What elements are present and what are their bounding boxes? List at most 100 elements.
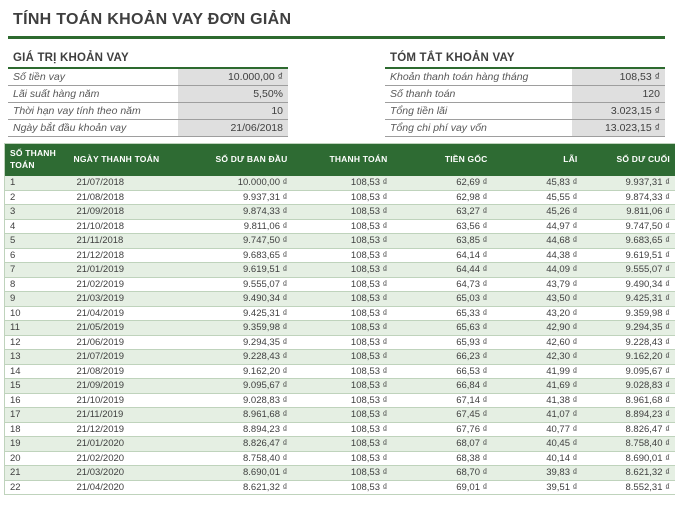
payment-number-cell[interactable]: 10 xyxy=(4,306,61,321)
principal-cell[interactable]: 68,70 ₫ xyxy=(392,465,493,481)
payment-date-cell[interactable]: 21/07/2019 xyxy=(60,349,178,365)
principal-cell[interactable]: 63,85 ₫ xyxy=(392,233,493,249)
interest-cell[interactable]: 39,51 ₫ xyxy=(492,480,583,495)
ending-balance-cell[interactable]: 9.619,51 ₫ xyxy=(582,248,675,263)
principal-cell[interactable]: 63,56 ₫ xyxy=(392,219,493,234)
principal-cell[interactable]: 62,98 ₫ xyxy=(392,190,493,205)
interest-cell[interactable]: 42,30 ₫ xyxy=(492,349,583,365)
principal-cell[interactable]: 68,38 ₫ xyxy=(392,451,493,466)
payment-date-cell[interactable]: 21/11/2019 xyxy=(60,407,178,423)
ending-balance-cell[interactable]: 8.621,32 ₫ xyxy=(582,465,675,481)
beginning-balance-cell[interactable]: 8.621,32 ₫ xyxy=(177,480,293,495)
ending-balance-cell[interactable]: 9.162,20 ₫ xyxy=(582,349,675,365)
payment-cell[interactable]: 108,53 ₫ xyxy=(292,480,393,495)
beginning-balance-cell[interactable]: 9.359,98 ₫ xyxy=(177,320,293,336)
interest-cell[interactable]: 42,60 ₫ xyxy=(492,335,583,350)
principal-cell[interactable]: 66,53 ₫ xyxy=(392,364,493,379)
payment-number-cell[interactable]: 2 xyxy=(4,190,61,205)
beginning-balance-cell[interactable]: 9.811,06 ₫ xyxy=(177,219,293,234)
payment-number-cell[interactable]: 4 xyxy=(4,219,61,234)
annual-rate-cell[interactable]: 5,50% xyxy=(178,86,288,102)
principal-cell[interactable]: 66,84 ₫ xyxy=(392,378,493,394)
payment-number-cell[interactable]: 9 xyxy=(4,291,61,307)
principal-cell[interactable]: 65,33 ₫ xyxy=(392,306,493,321)
beginning-balance-cell[interactable]: 9.425,31 ₫ xyxy=(177,306,293,321)
payment-date-cell[interactable]: 21/01/2020 xyxy=(60,436,178,452)
payment-cell[interactable]: 108,53 ₫ xyxy=(292,291,393,307)
beginning-balance-cell[interactable]: 9.294,35 ₫ xyxy=(177,335,293,350)
interest-cell[interactable]: 45,26 ₫ xyxy=(492,204,583,220)
payment-cell[interactable]: 108,53 ₫ xyxy=(292,465,393,481)
payment-number-cell[interactable]: 1 xyxy=(4,175,61,191)
ending-balance-cell[interactable]: 8.894,23 ₫ xyxy=(582,407,675,423)
principal-cell[interactable]: 64,73 ₫ xyxy=(392,277,493,292)
beginning-balance-cell[interactable]: 9.162,20 ₫ xyxy=(177,364,293,379)
payment-date-cell[interactable]: 21/05/2019 xyxy=(60,320,178,336)
ending-balance-cell[interactable]: 9.490,34 ₫ xyxy=(582,277,675,292)
ending-balance-cell[interactable]: 9.294,35 ₫ xyxy=(582,320,675,336)
principal-cell[interactable]: 67,14 ₫ xyxy=(392,393,493,408)
payment-cell[interactable]: 108,53 ₫ xyxy=(292,422,393,437)
ending-balance-cell[interactable]: 8.961,68 ₫ xyxy=(582,393,675,408)
interest-cell[interactable]: 41,99 ₫ xyxy=(492,364,583,379)
beginning-balance-cell[interactable]: 9.028,83 ₫ xyxy=(177,393,293,408)
interest-cell[interactable]: 41,69 ₫ xyxy=(492,378,583,394)
payment-number-cell[interactable]: 11 xyxy=(4,320,61,336)
payment-date-cell[interactable]: 21/10/2018 xyxy=(60,219,178,234)
interest-cell[interactable]: 43,20 ₫ xyxy=(492,306,583,321)
beginning-balance-cell[interactable]: 8.894,23 ₫ xyxy=(177,422,293,437)
interest-cell[interactable]: 43,50 ₫ xyxy=(492,291,583,307)
payment-cell[interactable]: 108,53 ₫ xyxy=(292,248,393,263)
payment-date-cell[interactable]: 21/12/2019 xyxy=(60,422,178,437)
ending-balance-cell[interactable]: 8.758,40 ₫ xyxy=(582,436,675,452)
payment-date-cell[interactable]: 21/09/2019 xyxy=(60,378,178,394)
payment-cell[interactable]: 108,53 ₫ xyxy=(292,233,393,249)
interest-cell[interactable]: 40,77 ₫ xyxy=(492,422,583,437)
payment-cell[interactable]: 108,53 ₫ xyxy=(292,407,393,423)
payment-date-cell[interactable]: 21/10/2019 xyxy=(60,393,178,408)
payment-cell[interactable]: 108,53 ₫ xyxy=(292,436,393,452)
interest-cell[interactable]: 44,97 ₫ xyxy=(492,219,583,234)
interest-cell[interactable]: 39,83 ₫ xyxy=(492,465,583,481)
beginning-balance-cell[interactable]: 8.961,68 ₫ xyxy=(177,407,293,423)
principal-cell[interactable]: 64,44 ₫ xyxy=(392,262,493,278)
start-date-cell[interactable]: 21/06/2018 xyxy=(178,120,288,136)
payment-number-cell[interactable]: 21 xyxy=(4,465,61,481)
interest-cell[interactable]: 40,14 ₫ xyxy=(492,451,583,466)
ending-balance-cell[interactable]: 9.359,98 ₫ xyxy=(582,306,675,321)
ending-balance-cell[interactable]: 9.095,67 ₫ xyxy=(582,364,675,379)
payment-date-cell[interactable]: 21/07/2018 xyxy=(60,175,178,191)
payment-number-cell[interactable]: 16 xyxy=(4,393,61,408)
beginning-balance-cell[interactable]: 8.690,01 ₫ xyxy=(177,465,293,481)
payment-cell[interactable]: 108,53 ₫ xyxy=(292,306,393,321)
beginning-balance-cell[interactable]: 9.683,65 ₫ xyxy=(177,248,293,263)
principal-cell[interactable]: 62,69 ₫ xyxy=(392,175,493,191)
payment-number-cell[interactable]: 6 xyxy=(4,248,61,263)
payment-date-cell[interactable]: 21/03/2020 xyxy=(60,465,178,481)
beginning-balance-cell[interactable]: 9.747,50 ₫ xyxy=(177,233,293,249)
beginning-balance-cell[interactable]: 9.555,07 ₫ xyxy=(177,277,293,292)
payment-cell[interactable]: 108,53 ₫ xyxy=(292,204,393,220)
interest-cell[interactable]: 43,79 ₫ xyxy=(492,277,583,292)
payment-cell[interactable]: 108,53 ₫ xyxy=(292,335,393,350)
payment-number-cell[interactable]: 19 xyxy=(4,436,61,452)
payment-date-cell[interactable]: 21/01/2019 xyxy=(60,262,178,278)
principal-cell[interactable]: 63,27 ₫ xyxy=(392,204,493,220)
ending-balance-cell[interactable]: 9.937,31 ₫ xyxy=(582,175,675,191)
beginning-balance-cell[interactable]: 9.228,43 ₫ xyxy=(177,349,293,365)
payment-number-cell[interactable]: 22 xyxy=(4,480,61,495)
interest-cell[interactable]: 41,07 ₫ xyxy=(492,407,583,423)
loan-amount-cell[interactable]: 10.000,00 ₫ xyxy=(178,69,288,85)
payment-cell[interactable]: 108,53 ₫ xyxy=(292,320,393,336)
principal-cell[interactable]: 67,45 ₫ xyxy=(392,407,493,423)
principal-cell[interactable]: 64,14 ₫ xyxy=(392,248,493,263)
interest-cell[interactable]: 44,38 ₫ xyxy=(492,248,583,263)
payment-number-cell[interactable]: 5 xyxy=(4,233,61,249)
beginning-balance-cell[interactable]: 8.826,47 ₫ xyxy=(177,436,293,452)
interest-cell[interactable]: 40,45 ₫ xyxy=(492,436,583,452)
interest-cell[interactable]: 44,68 ₫ xyxy=(492,233,583,249)
payment-date-cell[interactable]: 21/08/2018 xyxy=(60,190,178,205)
interest-cell[interactable]: 42,90 ₫ xyxy=(492,320,583,336)
payment-date-cell[interactable]: 21/11/2018 xyxy=(60,233,178,249)
payment-date-cell[interactable]: 21/06/2019 xyxy=(60,335,178,350)
